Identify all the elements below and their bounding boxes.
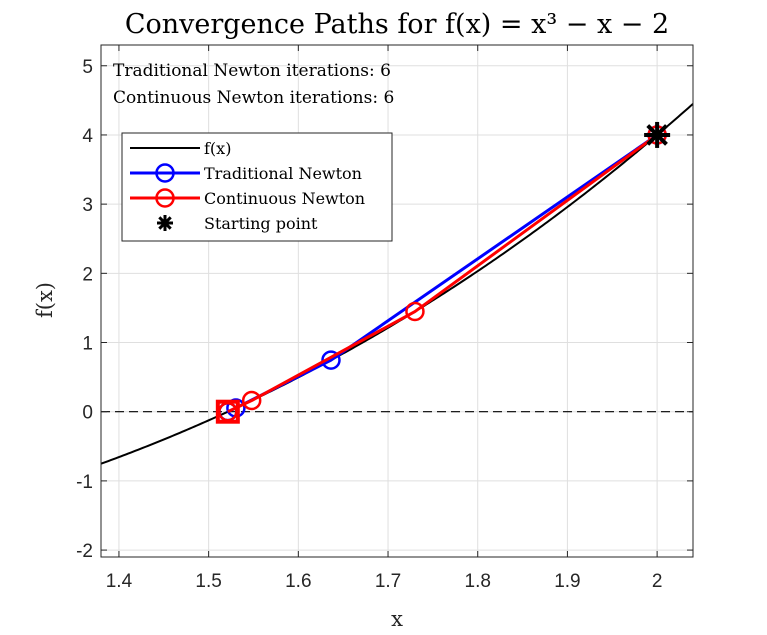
- legend-label-traditional: Traditional Newton: [204, 164, 362, 183]
- x-axis-ticks: 1.4 1.5 1.6 1.7 1.8 1.9 2: [106, 45, 663, 592]
- annotation-continuous-iterations: Continuous Newton iterations: 6: [113, 88, 394, 108]
- x-tick-label: 1.8: [465, 571, 491, 592]
- y-tick-label: 4: [82, 126, 93, 147]
- axes-box: [100, 44, 694, 558]
- plot-area: [101, 45, 693, 557]
- starting-point-stroke: [646, 124, 668, 146]
- y-tick-label: -1: [76, 472, 93, 493]
- x-tick-label: 1.5: [195, 571, 221, 592]
- series-point-traditional-newton: [321, 350, 341, 370]
- x-tick-label: 1.9: [554, 571, 580, 592]
- y-tick-label: 5: [82, 57, 93, 78]
- y-tick-label: 1: [82, 334, 93, 355]
- starting-point-marker: [644, 121, 671, 148]
- legend: f(x) Traditional Newton Continuous Newto…: [121, 132, 393, 242]
- x-tick-label: 1.7: [375, 571, 401, 592]
- plot-content: [101, 103, 693, 465]
- legend-marker-traditional: [155, 163, 175, 183]
- final-point-square: [215, 399, 240, 424]
- y-axis-label: f(x): [33, 282, 57, 318]
- markers-layer: [215, 121, 671, 424]
- x-axis-label: x: [391, 607, 403, 631]
- grid: [101, 45, 693, 557]
- x-tick-label: 1.6: [285, 571, 311, 592]
- legend-label-starting-point: Starting point: [204, 214, 318, 233]
- x-tick-label: 2: [652, 571, 663, 592]
- y-tick-label: 2: [82, 264, 93, 285]
- chart-title: Convergence Paths for f(x) = x³ − x − 2: [125, 9, 669, 40]
- y-tick-label: 3: [82, 195, 93, 216]
- y-tick-label: 0: [82, 403, 93, 424]
- legend-marker-continuous: [155, 188, 175, 208]
- y-tick-label: -2: [76, 541, 93, 562]
- series-point-continuous-newton: [241, 390, 262, 411]
- legend-label-continuous: Continuous Newton: [204, 189, 365, 208]
- legend-label-curve: f(x): [204, 139, 231, 158]
- annotation-traditional-iterations: Traditional Newton iterations: 6: [113, 61, 391, 81]
- legend-marker-starting-point: [157, 215, 173, 231]
- series-point-continuous-newton: [405, 301, 425, 322]
- x-tick-label: 1.4: [106, 571, 133, 592]
- y-axis-ticks: -2 -1 0 1 2 3 4 5: [76, 57, 693, 562]
